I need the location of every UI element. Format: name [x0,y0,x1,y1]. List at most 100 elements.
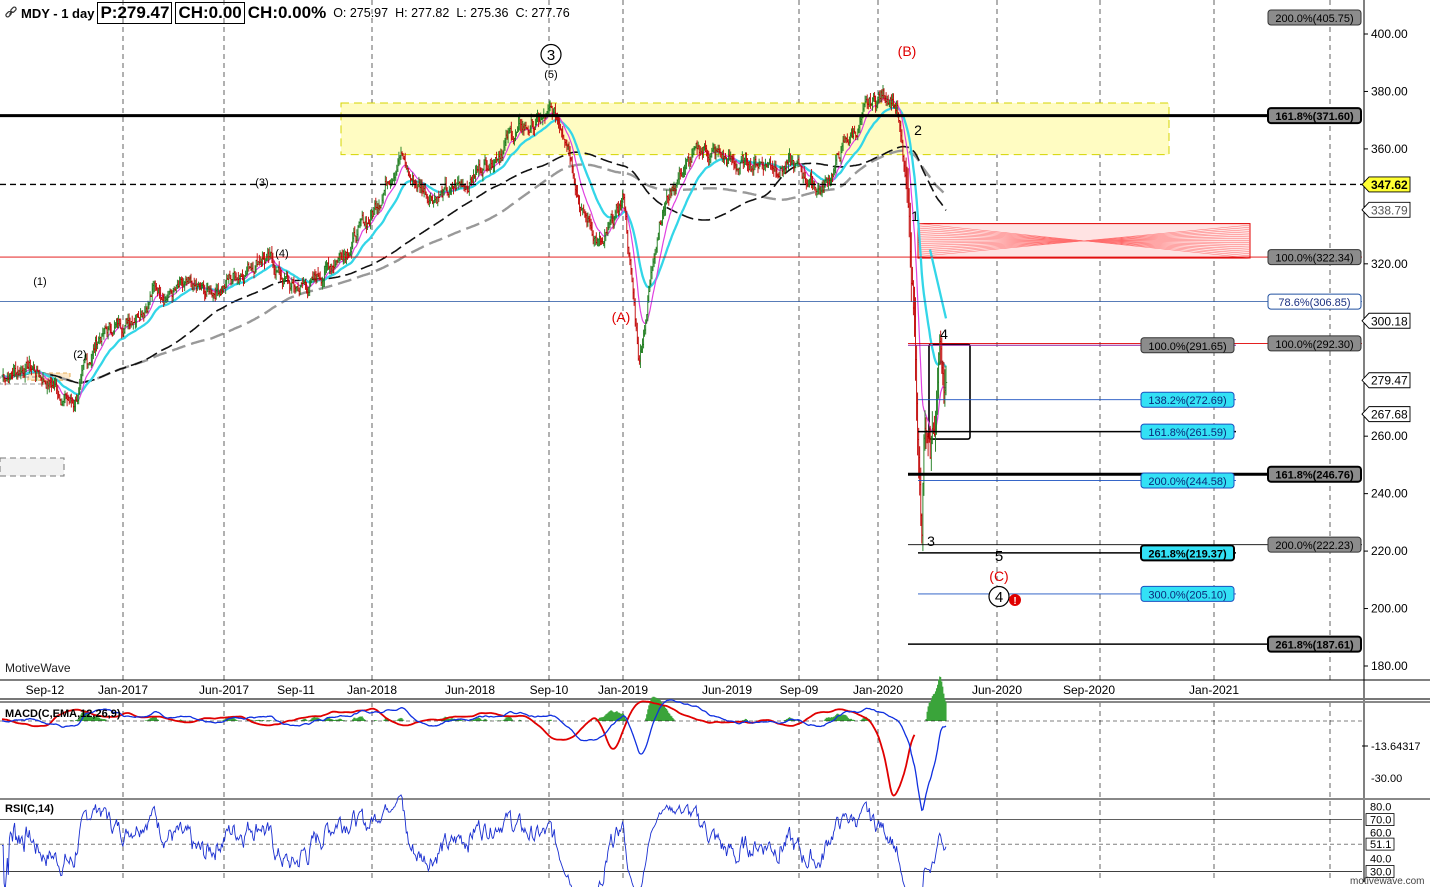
price-tag-2: 300.18 [1361,312,1411,329]
wave-text: 5 [995,548,1003,565]
price-tick-label: 180.00 [1371,659,1408,673]
price-tag-0: 347.62 [1361,176,1411,193]
fib-right-text: 200.0%(222.23) [1275,540,1353,552]
fib-inner-box [1140,337,1235,354]
time-tick-label: Jun-2017 [199,683,249,697]
wave-text: (C) [989,568,1008,584]
fib-right-box [1267,465,1362,483]
fib-right-label-4: 100.0%(292.30) [1267,335,1362,352]
fib-inner-label-1: 138.2%(272.69) [1140,391,1235,408]
price-box: P:279.47 [97,2,173,24]
wave-label-6: (A) [612,309,631,325]
watermark: MotiveWave [5,661,71,675]
fib-inner-box [1140,391,1235,408]
fib-inner-text: 100.0%(291.65) [1148,341,1226,353]
time-tick-label: Jun-2020 [972,683,1022,697]
price-tick-label: 260.00 [1371,429,1408,443]
alert-dot [1009,594,1021,606]
time-tick-label: Sep-11 [277,683,315,697]
rsi-tick-label: 70.0 [1370,815,1391,827]
chart-header: MDY - 1 day P:279.47 CH:0.00 CH:0.00% O:… [4,2,570,24]
price-tag-shape [1361,201,1411,218]
wave-label-0: (1) [33,276,46,288]
rsi-line [2,794,947,887]
change-box: CH:0.00 [175,2,245,24]
ema-34-cyan-tail [928,249,948,319]
price-tick-label: 400.00 [1371,27,1408,41]
target-zones [0,102,1251,477]
left-zone-outline [0,376,55,385]
rsi-tick-box [1365,837,1395,851]
wave-text: (4) [275,248,288,260]
fib-inner-box [1267,635,1362,653]
macd-histogram [32,676,947,721]
wave-label-8: 1 [911,208,919,224]
wave-label-2: (3) [255,177,268,189]
fib-right-label-0: 200.0%(405.75) [1267,9,1362,26]
price-tick-label: 220.00 [1371,544,1408,558]
fib-inner-label-3: 200.0%(244.58) [1140,472,1235,489]
fib-right-box [1267,536,1362,553]
wave-text: 3 [927,533,935,549]
price-tag-text: 267.68 [1371,408,1408,422]
price-tag-4: 267.68 [1361,406,1411,423]
wave-circle [988,585,1010,608]
time-tick-label: Sep-09 [780,683,819,697]
fib-right-box [1267,107,1362,125]
wave-text: (2) [73,349,86,361]
price-tag-text: 347.62 [1371,178,1408,192]
wave-label-1: (2) [73,349,86,361]
red-zone-hatch-15 [917,224,1251,257]
wave-circle [540,43,562,66]
grid [122,0,1331,882]
wave-label-13: (C) [989,568,1008,584]
price-tag-1: 338.79 [1361,201,1411,218]
price-bars [1,85,948,552]
wave-label-10: 3 [927,533,935,549]
wave-label-5: 3 [540,43,562,66]
time-tick-label: Jan-2020 [853,683,903,697]
price-tag-shape [1361,312,1411,329]
wave-text: (B) [898,43,917,59]
symbol-title[interactable]: MDY - 1 day [4,6,94,21]
alert-icon: ! [1009,594,1021,607]
time-tick-label: Sep-10 [530,683,569,697]
wave-labels: (1) (2) (3) (4) (5) 3 (A) (B) 1 2 3 4 5 (C) 4! [33,43,1021,608]
fib-inner-box [1140,585,1235,602]
price-tag-text: 300.18 [1371,314,1408,328]
fib-inner-text: 261.8%(187.61) [1275,640,1354,652]
fib-levels: 200.0%(405.75) 161.8%(371.60) 100.0%(322.3… [0,9,1362,653]
wave-text: 3 [547,47,555,64]
fib-inner-label-6: 261.8%(187.61) [1267,635,1362,653]
symbol-label: MDY - 1 day [21,5,95,21]
bars-down [2,88,946,544]
wave-label-12: 5 [995,548,1003,565]
time-tick-label: Sep-12 [26,683,65,697]
fib-inner-label-5: 300.0%(205.10) [1140,585,1235,602]
wave4-box [928,343,971,440]
fib-right-text: 161.8%(371.60) [1275,111,1354,123]
price-tag-shape [1361,372,1411,389]
price-tags: 347.62 338.79 300.18 279.47 267.68 [1361,176,1411,423]
wave-text: (1) [33,276,46,288]
fib-right-label-3: 78.6%(306.85) [1267,293,1362,310]
change-pct: CH:0.00% [247,3,327,22]
rsi-panel: RSI(C,14) 80.070.060.051.1 40.030.0 [0,794,1395,887]
wave-label-9: 2 [914,122,922,138]
rsi-tick-label: 60.0 [1370,828,1391,840]
fib-right-label-2: 100.0%(322.34) [1267,249,1362,266]
price-tag-text: 338.79 [1371,203,1408,217]
macd-tick-30: -30.00 [1371,773,1402,785]
price-tag-text: 279.47 [1371,374,1408,388]
macd-tick-value: -13.64317 [1371,741,1421,753]
price-tag-3: 279.47 [1361,372,1411,389]
price-tick-label: 380.00 [1371,84,1408,98]
left-zone-gray [0,457,65,477]
wave-label-11: 4 [940,326,948,342]
ma-200-gray [1,149,947,385]
wave-label-14: 4 [988,585,1010,608]
fib-right-text: 100.0%(322.34) [1275,253,1353,265]
macd-signal-line [1,700,916,797]
link-icon[interactable] [4,6,18,20]
